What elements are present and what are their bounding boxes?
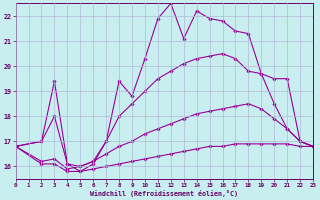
X-axis label: Windchill (Refroidissement éolien,°C): Windchill (Refroidissement éolien,°C)	[90, 190, 238, 197]
